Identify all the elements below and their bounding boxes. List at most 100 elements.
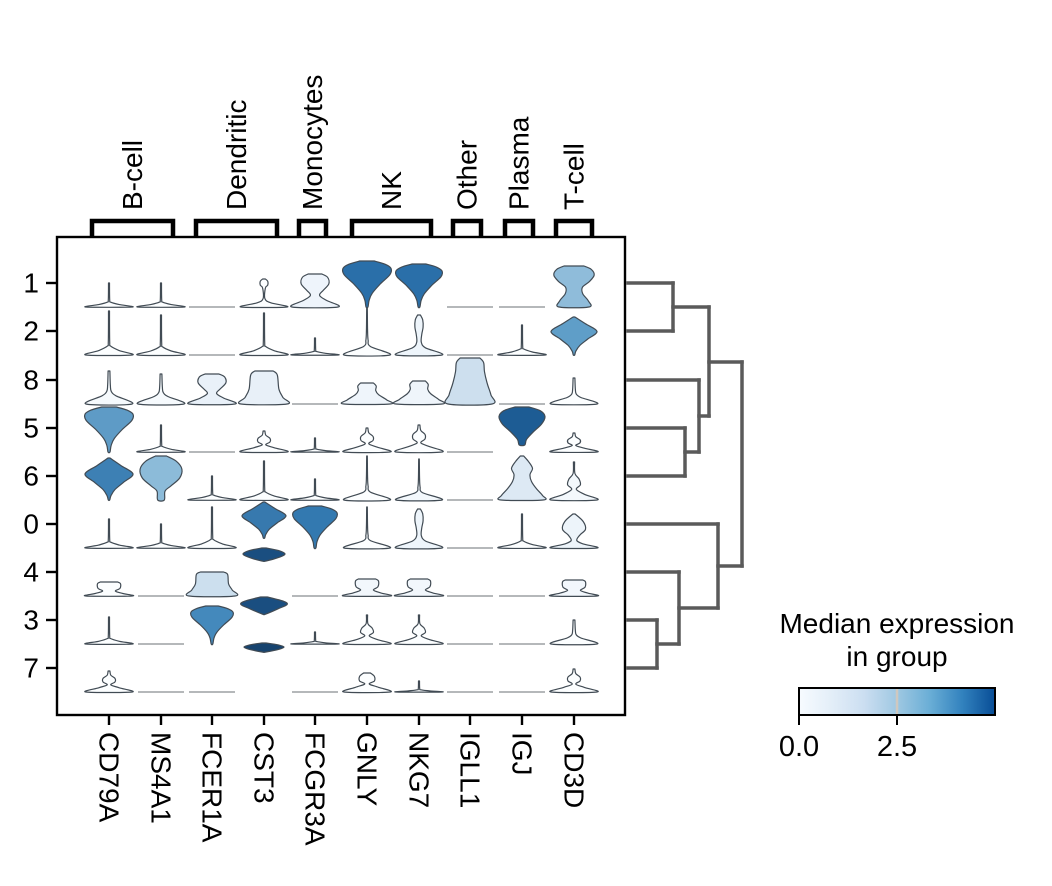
row-label-7: 7 <box>23 653 39 684</box>
col-label-IGJ: IGJ <box>507 732 538 776</box>
violin-CD3D-cluster-6 <box>549 461 599 502</box>
row-label-6: 6 <box>23 461 39 492</box>
violin-CD3D-cluster-0 <box>549 513 599 550</box>
col-label-CD79A: CD79A <box>94 732 125 823</box>
violin-GNLY-cluster-3 <box>342 614 392 646</box>
violin-GNLY-cluster-2 <box>342 307 392 357</box>
violin-CD79A-cluster-6 <box>84 457 134 502</box>
colorbar-tick-label-2p5: 2.5 <box>877 731 917 763</box>
row-label-8: 8 <box>23 365 39 396</box>
col-label-NKG7: NKG7 <box>404 732 435 808</box>
violin-IGJ-cluster-0 <box>497 513 547 550</box>
violin-CST3-cluster-1 <box>239 278 289 309</box>
violin-FCGR3A-cluster-6 <box>290 478 340 501</box>
group-label-Monocytes: Monocytes <box>297 75 328 210</box>
colorbar-title-line1: Median expression <box>779 608 1014 639</box>
violin-GNLY-cluster-0 <box>342 506 392 550</box>
violin-NKG7-cluster-5 <box>394 424 444 454</box>
violin-CD3D-cluster-2 <box>550 316 598 357</box>
violin-FCGR3A-cluster-5 <box>290 437 340 453</box>
gene-group-brackets: B-cell Dendritic Monocytes NK Other Plasma T-c… <box>89 75 595 236</box>
dendrogram <box>626 281 744 670</box>
violin-NKG7-cluster-2 <box>394 314 444 357</box>
violin-NKG7-cluster-3 <box>394 614 444 646</box>
violin-GNLY-cluster-5 <box>342 427 392 454</box>
col-label-MS4A1: MS4A1 <box>146 732 177 824</box>
row-label-5: 5 <box>23 413 39 444</box>
violin-CST3-cluster-0 <box>241 501 287 540</box>
violin-CD79A-cluster-3 <box>84 616 134 645</box>
violin-CD3D-cluster-3 <box>549 619 599 646</box>
col-label-CD3D: CD3D <box>559 732 590 808</box>
violin-FCGR3A-cluster-0 <box>292 505 338 550</box>
group-bracket-Dendritic <box>193 218 280 236</box>
violin-CST3-cluster-3 <box>240 596 288 616</box>
violin-GNLY-cluster-7 <box>342 672 392 694</box>
violin-CST3-cluster-4 <box>242 547 286 563</box>
violin-GNLY-cluster-8 <box>340 382 394 406</box>
violin-MS4A1-cluster-1 <box>136 282 186 308</box>
violin-CST3-cluster-8 <box>237 370 291 406</box>
violin-NKG7-cluster-6 <box>394 458 444 502</box>
violin-IGLL1-cluster-8 <box>444 357 496 406</box>
violin-MS4A1-cluster-2 <box>136 314 186 357</box>
violin-GNLY-cluster-1 <box>341 260 393 309</box>
violin-FCER1A-cluster-4 <box>185 571 239 598</box>
group-label-T-cell: T-cell <box>559 143 590 210</box>
violin-CD79A-cluster-1 <box>84 282 134 308</box>
violin-GNLY-cluster-6 <box>342 455 392 502</box>
col-label-IGLL1: IGLL1 <box>455 732 486 808</box>
group-label-NK: NK <box>376 171 407 210</box>
group-label-Plasma: Plasma <box>504 116 535 210</box>
violin-CST3-cluster-7 <box>243 642 285 653</box>
group-label-Other: Other <box>452 140 483 210</box>
violin-CD3D-cluster-1 <box>553 265 595 309</box>
violin-CD3D-cluster-8 <box>549 377 599 406</box>
violin-FCGR3A-cluster-3 <box>290 631 340 645</box>
row-label-3: 3 <box>23 605 39 636</box>
violin-CD3D-cluster-4 <box>548 579 600 597</box>
violin-CD79A-cluster-2 <box>84 310 134 357</box>
violin-CST3-cluster-5 <box>239 430 289 454</box>
violin-IGJ-cluster-2 <box>497 324 547 356</box>
group-bracket-NK <box>349 218 434 236</box>
violin-NKG7-cluster-4 <box>393 578 445 597</box>
violin-NKG7-cluster-8 <box>392 380 446 406</box>
violin-MS4A1-cluster-5 <box>136 424 186 453</box>
violin-FCGR3A-cluster-2 <box>290 337 340 356</box>
violin-MS4A1-cluster-6 <box>139 455 183 502</box>
row-label-0: 0 <box>23 509 39 540</box>
violin-FCER1A-cluster-6 <box>187 475 237 501</box>
violin-FCGR3A-cluster-1 <box>290 273 340 309</box>
violin-IGJ-cluster-5 <box>498 406 546 447</box>
group-bracket-B-cell <box>89 218 176 236</box>
row-label-1: 1 <box>23 268 39 299</box>
violin-CD3D-cluster-5 <box>549 432 599 454</box>
violin-FCER1A-cluster-3 <box>190 605 234 646</box>
violin-CST3-cluster-2 <box>239 312 289 357</box>
group-bracket-T-cell <box>553 218 595 236</box>
col-label-FCER1A: FCER1A <box>197 732 228 843</box>
violin-FCER1A-cluster-0 <box>187 506 237 550</box>
group-label-B-cell: B-cell <box>117 140 148 210</box>
col-label-GNLY: GNLY <box>352 732 383 806</box>
colorbar-title-line2: in group <box>846 641 947 672</box>
violin-CD79A-cluster-7 <box>84 670 134 694</box>
violin-GNLY-cluster-4 <box>341 578 393 597</box>
violin-CD79A-cluster-4 <box>83 581 135 597</box>
col-label-CST3: CST3 <box>249 732 280 804</box>
violin-CD3D-cluster-7 <box>549 668 599 694</box>
colorbar-tick-label-0: 0.0 <box>779 731 819 763</box>
group-bracket-Monocytes <box>296 218 329 236</box>
violin-CD79A-cluster-5 <box>83 406 135 454</box>
violin-FCER1A-cluster-8 <box>187 373 237 406</box>
violin-CD79A-cluster-8 <box>84 370 134 406</box>
group-label-Dendritic: Dendritic <box>221 100 252 210</box>
group-bracket-Plasma <box>502 218 536 236</box>
violin-NKG7-cluster-0 <box>394 508 444 550</box>
violin-IGJ-cluster-6 <box>497 455 547 502</box>
violin-NKG7-cluster-7 <box>394 680 444 693</box>
violin-CST3-cluster-6 <box>239 460 289 502</box>
